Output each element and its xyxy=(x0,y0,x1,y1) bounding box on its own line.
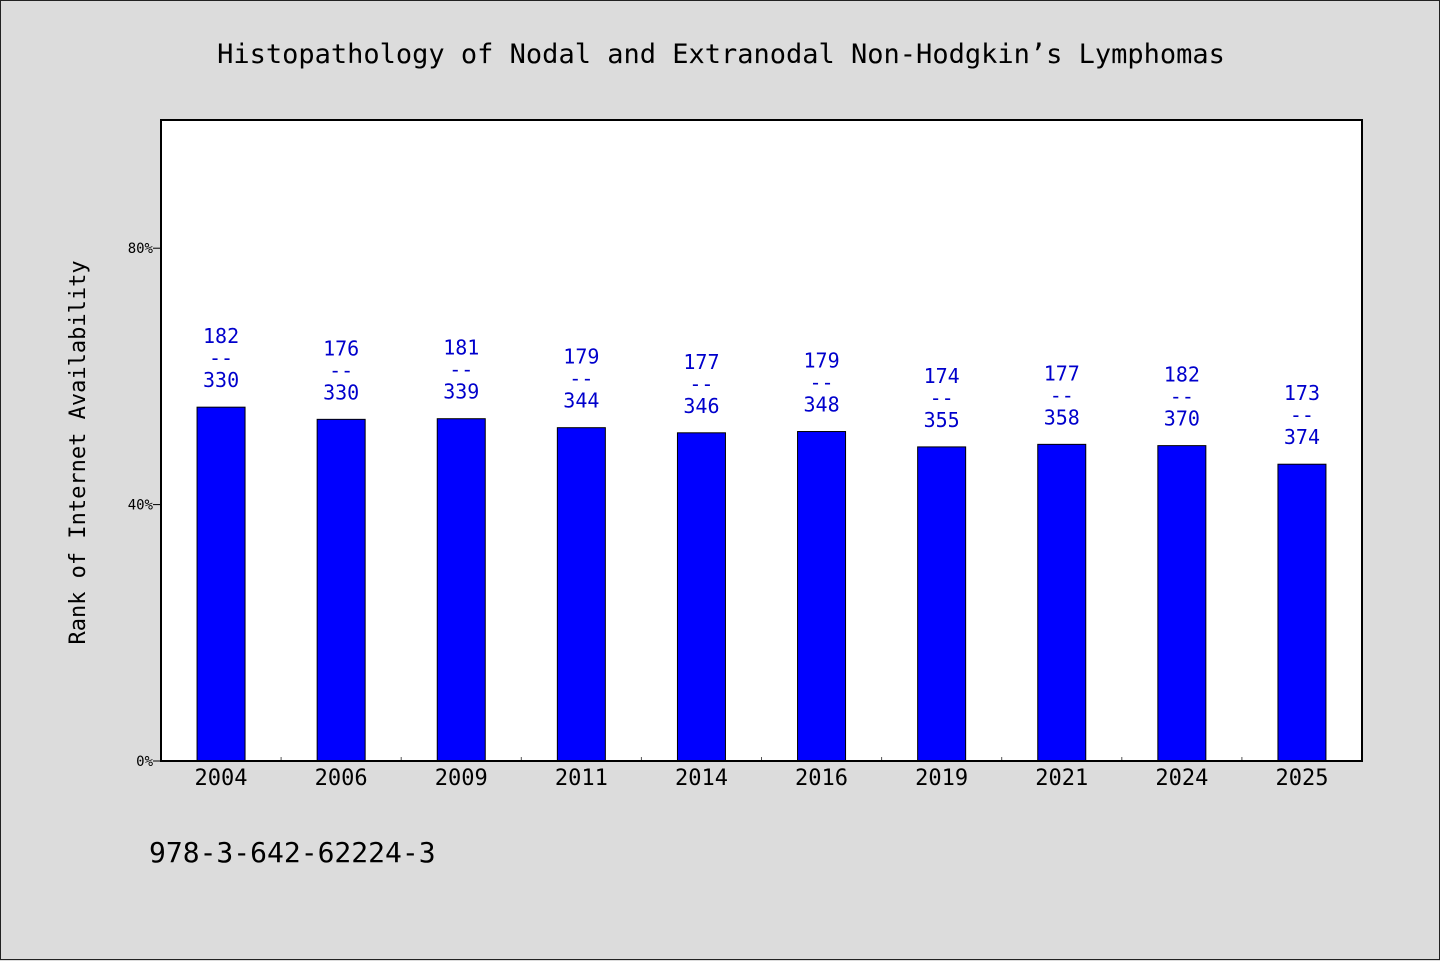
bar-label-value: 173 xyxy=(1284,381,1320,405)
bar-label-value: 348 xyxy=(803,393,839,417)
bar-2004 xyxy=(196,406,246,762)
bar-label-value: 174 xyxy=(924,364,960,388)
bar-label-separator: -- xyxy=(1170,385,1194,409)
bar-label-value: 344 xyxy=(563,389,599,413)
bar-2024 xyxy=(1157,445,1207,762)
bar-2009 xyxy=(436,418,486,762)
isbn-label: 978-3-642-62224-3 xyxy=(149,836,436,869)
x-tick-label: 2025 xyxy=(1275,766,1328,791)
bar-label-value: 330 xyxy=(203,368,239,392)
bar-label-value: 182 xyxy=(1164,363,1200,387)
bar-label-separator: -- xyxy=(689,372,713,396)
bar-label-value: 358 xyxy=(1044,405,1080,429)
bar-label-value: 177 xyxy=(1044,361,1080,385)
bar-label-value: 181 xyxy=(443,336,479,360)
bar-label-separator: -- xyxy=(329,358,353,382)
bar-label-value: 370 xyxy=(1164,407,1200,431)
bar-label-value: 179 xyxy=(563,345,599,369)
x-tick-label: 2011 xyxy=(555,766,608,791)
bar-label-value: 374 xyxy=(1284,425,1320,449)
x-tick-label: 2019 xyxy=(915,766,968,791)
bar-2019 xyxy=(917,446,967,762)
bar-label-separator: -- xyxy=(569,367,593,391)
bar-2014 xyxy=(676,432,726,762)
bar-label-value: 176 xyxy=(323,336,359,360)
bar-label-value: 330 xyxy=(323,380,359,404)
bar-label-separator: -- xyxy=(930,386,954,410)
y-tick-label: 0% xyxy=(136,754,153,770)
plot-area: 182--3302004176--3302006181--3392009179-… xyxy=(66,119,1363,791)
bar-2021 xyxy=(1037,443,1087,762)
bar-label-value: 177 xyxy=(683,350,719,374)
bar-label-separator: -- xyxy=(810,371,834,395)
x-tick-label: 2021 xyxy=(1035,766,1088,791)
y-tick-label: 40% xyxy=(128,498,154,514)
chart-title: Histopathology of Nodal and Extranodal N… xyxy=(217,39,1225,70)
bar-label-separator: -- xyxy=(1290,403,1314,427)
bar-label-value: 182 xyxy=(203,324,239,348)
bar-label-value: 179 xyxy=(803,349,839,373)
x-tick-label: 2009 xyxy=(435,766,488,791)
x-tick-label: 2004 xyxy=(195,766,248,791)
bar-label-separator: -- xyxy=(449,358,473,382)
bar-2006 xyxy=(316,418,366,762)
plot-border xyxy=(160,119,1363,762)
y-axis-label: Rank of Internet Availability xyxy=(66,260,91,644)
bar-label-separator: -- xyxy=(209,346,233,370)
x-tick-label: 2016 xyxy=(795,766,848,791)
bar-2016 xyxy=(797,431,847,762)
bar-2011 xyxy=(556,427,606,762)
y-tick-label: 80% xyxy=(128,241,154,257)
bar-2025 xyxy=(1277,463,1327,762)
x-tick-label: 2024 xyxy=(1155,766,1208,791)
x-tick-label: 2006 xyxy=(315,766,368,791)
bar-label-value: 346 xyxy=(683,394,719,418)
bar-label-separator: -- xyxy=(1050,383,1074,407)
x-tick-label: 2014 xyxy=(675,766,728,791)
bar-label-value: 339 xyxy=(443,380,479,404)
bar-label-value: 355 xyxy=(924,408,960,432)
